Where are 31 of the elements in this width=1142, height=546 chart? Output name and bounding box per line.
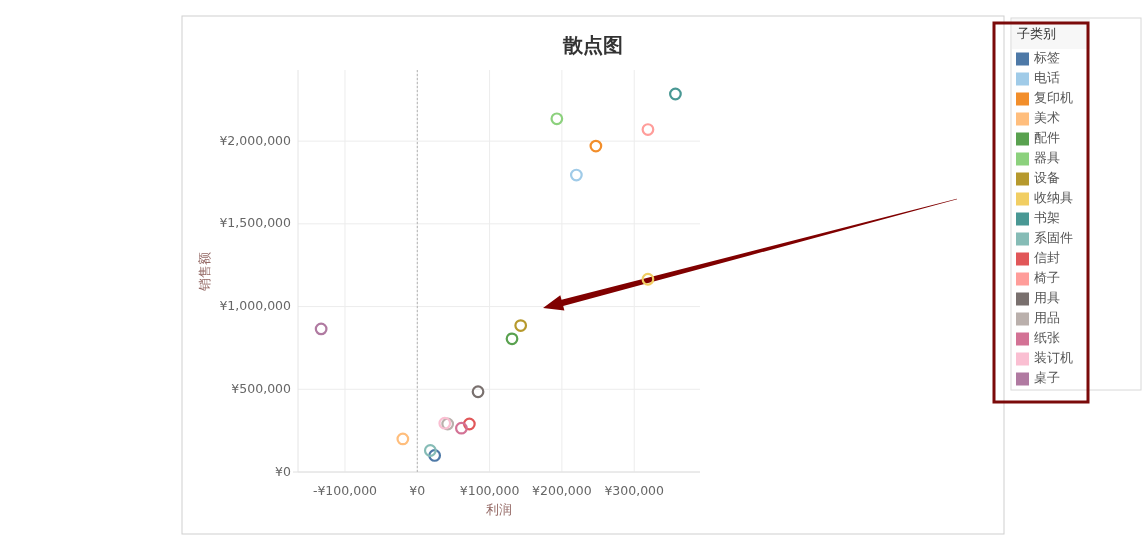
title: 散点图	[563, 34, 623, 56]
y-label: 销售额	[197, 251, 212, 291]
legend-label: 设备	[1034, 170, 1060, 185]
legend-label: 配件	[1034, 130, 1060, 145]
y-tick: ¥0	[275, 463, 291, 479]
legend-label: 椅子	[1034, 270, 1060, 285]
legend-label: 收纳具	[1034, 190, 1073, 205]
legend-label: 美术	[1034, 110, 1060, 125]
legend-label: 标签	[1034, 50, 1060, 65]
x-tick: ¥200,000	[532, 482, 592, 498]
x-tick: ¥100,000	[459, 482, 520, 498]
y-tick: ¥1,000,000	[219, 298, 291, 314]
x-tick: ¥300,000	[604, 482, 665, 498]
y-tick: ¥1,500,000	[219, 215, 291, 231]
y-tick: ¥500,000	[231, 380, 291, 396]
x-tick: ¥0	[409, 482, 426, 498]
legend-label: 装订机	[1034, 350, 1073, 365]
legend-label: 信封	[1034, 250, 1060, 265]
x-tick: -¥100,000	[312, 482, 378, 498]
legend-label: 电话	[1034, 70, 1060, 85]
legend-label: 器具	[1034, 150, 1060, 165]
legend-label: 纸张	[1034, 330, 1060, 345]
legend-label: 复印机	[1034, 90, 1073, 105]
legend-label: 系固件	[1034, 230, 1073, 245]
legend-title: 子类别	[1017, 26, 1056, 41]
x-label: 利润	[486, 502, 512, 517]
legend-label: 用品	[1034, 310, 1060, 325]
legend-label: 书架	[1034, 210, 1060, 225]
y-tick: ¥2,000,000	[219, 132, 291, 148]
legend-label: 桌子	[1034, 370, 1060, 385]
legend-label: 用具	[1034, 290, 1060, 305]
